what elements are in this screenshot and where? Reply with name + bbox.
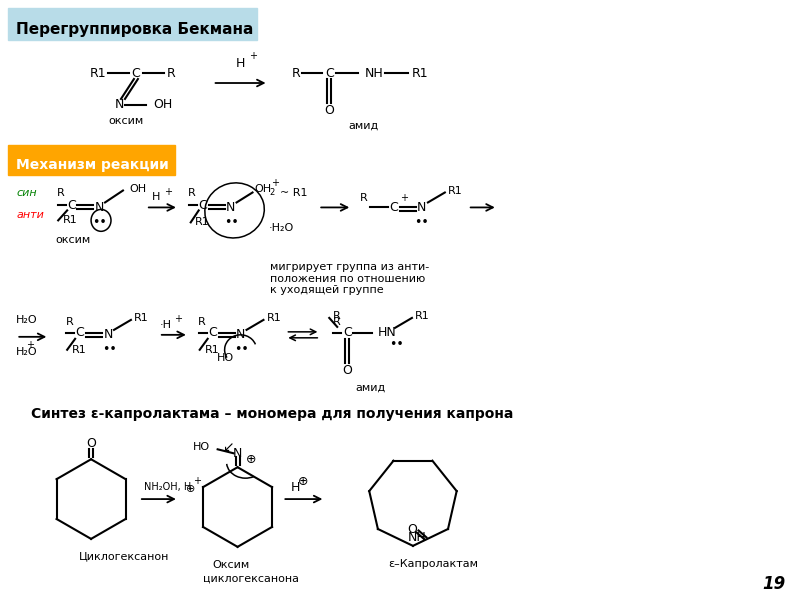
Text: Оксим: Оксим: [213, 560, 250, 570]
Text: R1: R1: [448, 185, 462, 196]
Text: R: R: [333, 311, 340, 321]
Text: +: +: [271, 178, 279, 188]
Text: мигрирует группа из анти-
положения по отношению
к уходящей группе: мигрирует группа из анти- положения по о…: [270, 262, 430, 295]
Text: R: R: [57, 187, 64, 197]
Text: R1: R1: [63, 215, 78, 226]
Text: C: C: [76, 326, 85, 340]
Text: R1: R1: [72, 345, 87, 355]
Text: ••: ••: [92, 216, 106, 229]
Text: 19: 19: [762, 575, 786, 593]
Text: оксим: оксим: [55, 235, 90, 245]
Text: ••: ••: [102, 343, 116, 356]
Text: Механизм реакции: Механизм реакции: [16, 158, 169, 172]
Text: HN: HN: [378, 326, 397, 340]
Text: ••: ••: [234, 343, 249, 356]
Text: анти: анти: [16, 211, 44, 220]
Text: R: R: [188, 187, 196, 197]
Text: 2: 2: [270, 188, 274, 197]
Text: HO: HO: [217, 353, 234, 363]
Text: ·H₂O: ·H₂O: [269, 223, 294, 233]
Text: C: C: [198, 199, 207, 212]
Text: OH: OH: [129, 184, 146, 194]
Text: O: O: [324, 104, 334, 118]
Text: NH₂OH, H: NH₂OH, H: [144, 482, 191, 492]
Text: C: C: [131, 67, 140, 80]
Text: O: O: [408, 523, 418, 536]
Text: R: R: [291, 67, 300, 80]
Text: син: син: [16, 187, 37, 197]
Text: R1: R1: [205, 345, 219, 355]
Text: амид: амид: [355, 383, 386, 392]
Text: N: N: [226, 201, 235, 214]
Text: Синтез ε-капролактама – мономера для получения капрона: Синтез ε-капролактама – мономера для пол…: [31, 407, 514, 421]
Text: R: R: [66, 317, 73, 327]
FancyBboxPatch shape: [8, 8, 258, 40]
Text: N: N: [233, 447, 242, 460]
Text: R1: R1: [90, 67, 106, 80]
Text: ⊕: ⊕: [298, 475, 309, 488]
Text: +: +: [193, 476, 201, 486]
Text: +: +: [164, 187, 172, 197]
Text: R1: R1: [415, 311, 430, 321]
Text: C: C: [66, 199, 75, 212]
Text: +: +: [250, 51, 258, 61]
Text: C: C: [343, 326, 351, 340]
Text: ••: ••: [389, 338, 403, 351]
Text: O: O: [342, 364, 352, 377]
Text: C: C: [325, 67, 334, 80]
Text: OH: OH: [153, 98, 172, 112]
Text: R: R: [167, 67, 175, 80]
FancyBboxPatch shape: [8, 145, 174, 175]
Text: H: H: [236, 56, 246, 70]
Text: ⊕: ⊕: [186, 484, 195, 494]
Text: ••: ••: [224, 216, 239, 229]
Text: Перегруппировка Бекмана: Перегруппировка Бекмана: [16, 22, 254, 37]
Text: ~ R1: ~ R1: [281, 187, 308, 197]
Text: +: +: [400, 193, 408, 203]
Text: +: +: [174, 314, 182, 324]
Text: N: N: [418, 201, 426, 214]
Text: циклогексанона: циклогексанона: [202, 574, 298, 584]
Text: R1: R1: [194, 217, 210, 227]
Text: N: N: [114, 98, 124, 112]
Text: H: H: [290, 481, 300, 494]
Text: амид: амид: [348, 121, 378, 131]
Text: ↙: ↙: [222, 440, 234, 454]
Text: ·H: ·H: [160, 320, 172, 330]
Text: C: C: [208, 326, 217, 340]
Text: N: N: [103, 328, 113, 341]
Text: N: N: [94, 201, 104, 214]
Text: оксим: оксим: [108, 116, 143, 126]
Text: R: R: [198, 317, 206, 327]
Text: H₂O: H₂O: [16, 347, 38, 357]
Text: H₂O: H₂O: [16, 315, 38, 325]
Text: ••: ••: [414, 216, 430, 229]
Text: R1: R1: [134, 313, 149, 323]
Text: NH: NH: [407, 531, 426, 544]
Text: R1: R1: [412, 67, 429, 80]
Text: NH: NH: [365, 67, 384, 80]
Text: R: R: [333, 317, 340, 327]
Text: O: O: [86, 437, 96, 450]
Text: HO: HO: [193, 442, 210, 452]
Text: R1: R1: [266, 313, 282, 323]
Text: Циклогексанон: Циклогексанон: [79, 552, 170, 562]
Text: +: +: [26, 340, 34, 350]
Text: ε–Капролактам: ε–Капролактам: [388, 559, 478, 569]
Text: ⊕: ⊕: [246, 453, 257, 466]
Text: R: R: [360, 193, 368, 203]
Text: H: H: [152, 193, 160, 202]
Text: N: N: [236, 328, 246, 341]
Text: OH: OH: [254, 184, 272, 194]
Text: C: C: [390, 201, 398, 214]
